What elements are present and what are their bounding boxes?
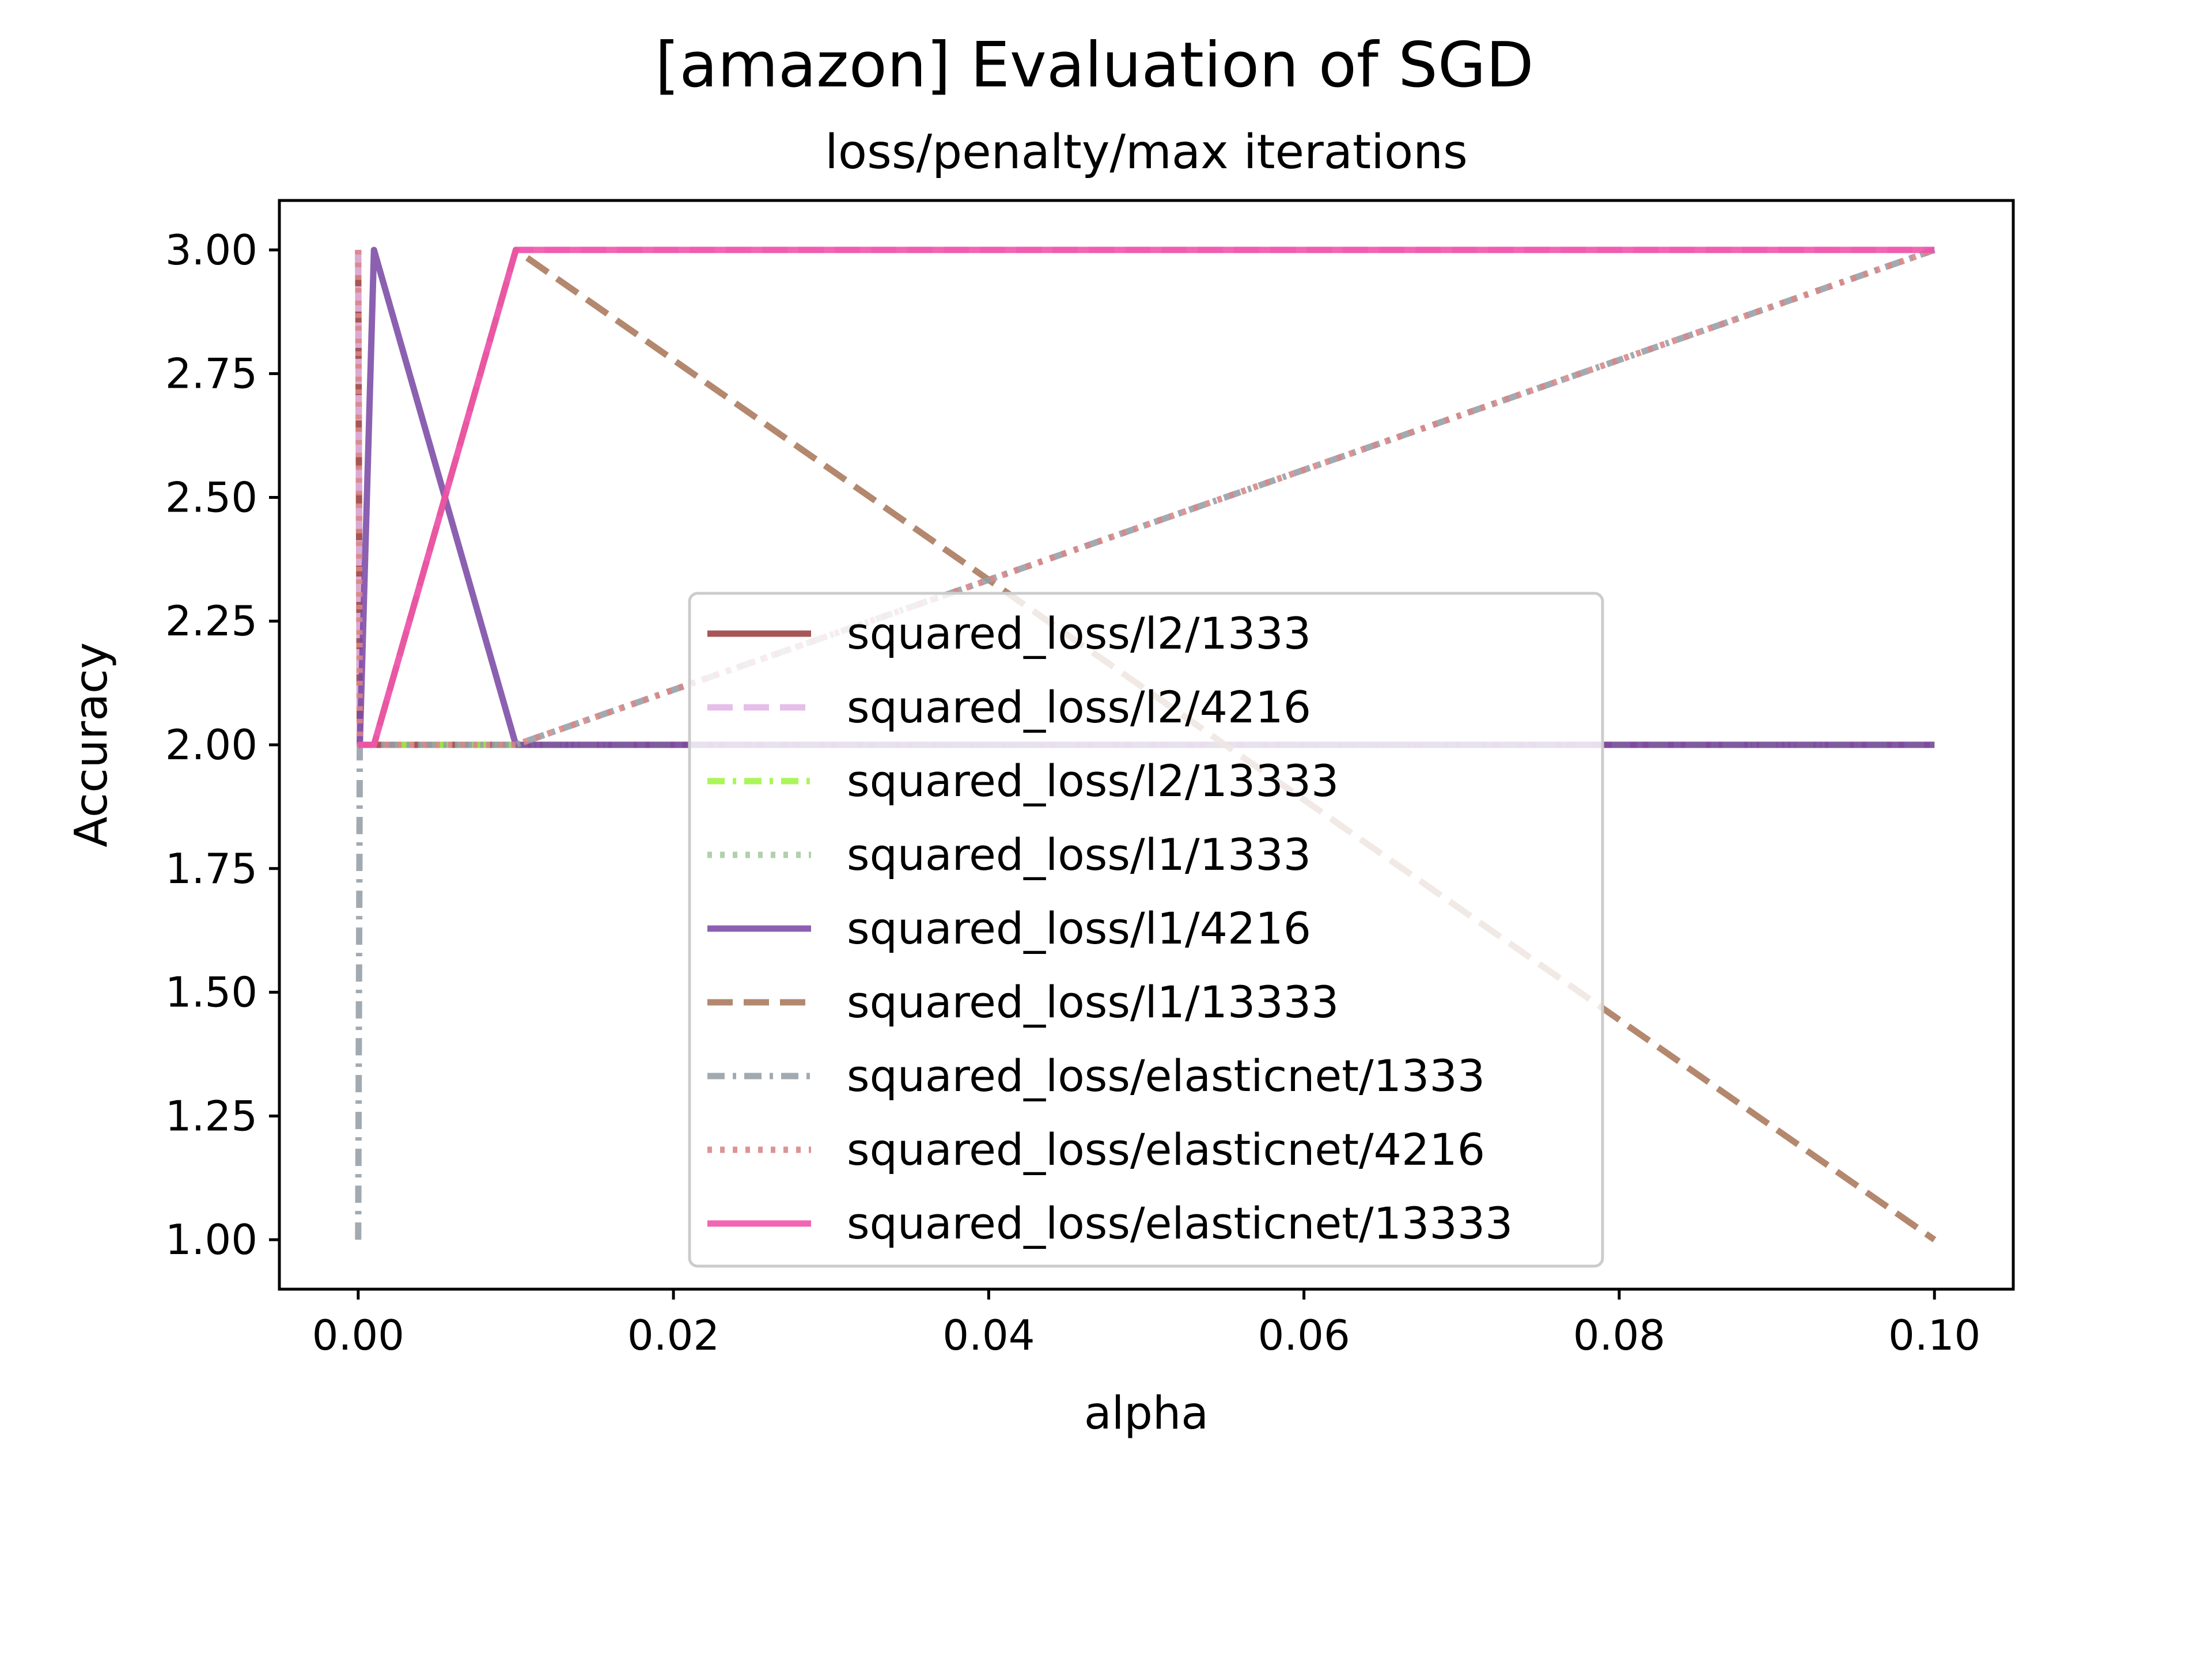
x-tick-label: 0.02 — [627, 1311, 719, 1359]
legend-label-9: squared_loss/elasticnet/13333 — [847, 1198, 1513, 1249]
chart-title: [amazon] Evaluation of SGD — [655, 29, 1533, 101]
legend-label-3: squared_loss/l2/13333 — [847, 755, 1339, 806]
legend-label-6: squared_loss/l1/13333 — [847, 976, 1339, 1028]
y-axis-label: Accuracy — [66, 642, 118, 847]
y-tick-label: 2.00 — [165, 721, 257, 769]
x-tick-label: 0.08 — [1573, 1311, 1665, 1359]
y-tick-label: 2.25 — [165, 597, 257, 645]
x-axis-ticks: 0.00 0.02 0.04 0.06 0.08 0.10 — [312, 1289, 1980, 1359]
series-line-9 — [357, 247, 1935, 748]
legend-label-4: squared_loss/l1/1333 — [847, 829, 1311, 880]
y-tick-label: 1.00 — [165, 1215, 257, 1264]
y-tick-label: 1.50 — [165, 968, 257, 1017]
chart-subtitle: loss/penalty/max iterations — [825, 125, 1468, 180]
y-tick-label: 1.25 — [165, 1092, 257, 1140]
legend-box — [688, 592, 1604, 1268]
legend-label-5: squared_loss/l1/4216 — [847, 903, 1311, 954]
legend-label-1: squared_loss/l2/1333 — [847, 608, 1311, 659]
y-tick-label: 2.75 — [165, 350, 257, 398]
y-tick-label: 2.50 — [165, 473, 257, 521]
legend-label-2: squared_loss/l2/4216 — [847, 681, 1311, 733]
x-tick-label: 0.06 — [1257, 1311, 1350, 1359]
y-tick-label: 3.00 — [165, 226, 257, 274]
x-tick-label: 0.04 — [942, 1311, 1035, 1359]
legend-label-7: squared_loss/elasticnet/1333 — [847, 1050, 1485, 1101]
y-tick-label: 1.75 — [165, 844, 257, 893]
legend: squared_loss/l2/1333 squared_loss/l2/4216… — [688, 592, 1604, 1268]
legend-label-8: squared_loss/elasticnet/4216 — [847, 1124, 1485, 1175]
x-axis-label: alpha — [1084, 1388, 1209, 1440]
x-tick-label: 0.00 — [312, 1311, 404, 1359]
x-tick-label: 0.10 — [1888, 1311, 1980, 1359]
plot-frame — [278, 199, 2015, 1291]
y-axis-ticks: 1.00 1.25 1.50 1.75 2.00 2.25 2.50 2.75 3.00 — [165, 226, 279, 1264]
series-line-7 — [355, 247, 1936, 1240]
